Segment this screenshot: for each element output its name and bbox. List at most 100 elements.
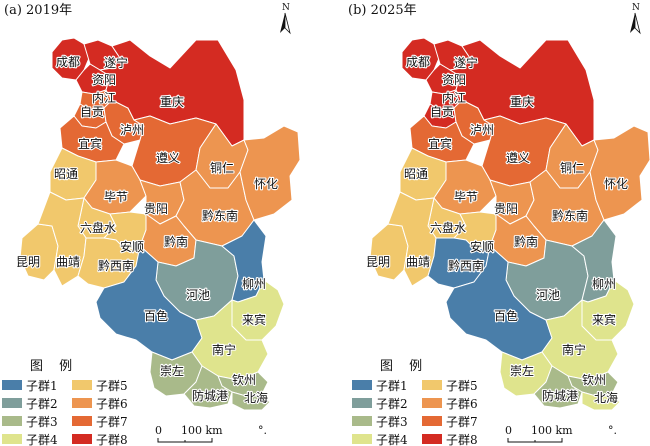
scale-bar: 0 100 km (155, 424, 223, 443)
legend-swatch-4 (352, 434, 372, 444)
region-label-beihai: 北海 (594, 390, 618, 405)
region-fangchenggang (533, 365, 583, 409)
region-label-qiandongnan: 黔东南 (552, 208, 588, 223)
region-label-qiannan: 黔南 (514, 234, 538, 249)
region-label-baise: 百色 (144, 309, 168, 323)
panel-title: (a) 2019年 (4, 3, 72, 18)
legend-label-7: 子群7 (96, 415, 128, 429)
legend-swatch-1 (352, 380, 372, 390)
region-kunming (19, 223, 59, 281)
region-label-nanning: 南宁 (562, 342, 586, 357)
north-arrow: N (280, 3, 291, 35)
region-label-hechi: 河池 (186, 288, 210, 302)
region-label-tongren: 铜仁 (210, 160, 234, 175)
region-label-guiyang: 贵阳 (144, 202, 168, 216)
region-label-huaihua: 怀化 (604, 177, 628, 191)
south-islands-mark: °. (608, 424, 617, 437)
region-label-liupanshui: 六盘水 (80, 220, 116, 235)
legend-label-1: 子群1 (26, 379, 58, 393)
region-label-qujing: 曲靖 (56, 255, 80, 269)
region-label-kunming: 昆明 (16, 255, 40, 269)
region-label-fangchenggang: 防城港 (542, 388, 578, 403)
scale-start: 0 (155, 424, 162, 437)
scale-bar: 0 100 km (505, 424, 573, 443)
scale-end: 100 km (531, 424, 573, 437)
region-label-yibin: 宜宾 (78, 136, 102, 151)
region-label-zigong: 自贡 (80, 105, 104, 119)
region-beihai (581, 391, 621, 411)
legend-label-2: 子群2 (376, 397, 408, 411)
legend-label-8: 子群8 (96, 433, 128, 446)
region-label-liupanshui: 六盘水 (430, 220, 466, 235)
legend-swatch-6 (72, 398, 92, 408)
region-layer (369, 37, 650, 411)
legend-label-7: 子群7 (446, 415, 478, 429)
region-layer (19, 37, 301, 411)
region-label-huaihua: 怀化 (254, 177, 278, 191)
scale-start: 0 (505, 424, 512, 437)
region-huaihua (589, 125, 650, 221)
region-label-qiannan: 黔南 (164, 234, 188, 249)
region-label-neijiang: 内江 (442, 91, 466, 105)
north-label: N (282, 3, 290, 13)
region-label-hechi: 河池 (536, 288, 560, 302)
region-label-nanning: 南宁 (212, 342, 236, 357)
legend-swatch-8 (72, 434, 92, 444)
region-chengdu (401, 37, 441, 81)
region-label-chongqing: 重庆 (510, 95, 534, 109)
region-label-laibin: 来宾 (592, 312, 616, 327)
region-label-zunyi: 遵义 (506, 150, 530, 165)
region-label-zhaotong: 昭通 (54, 167, 78, 181)
legend-label-1: 子群1 (376, 379, 408, 393)
region-label-suining: 遂宁 (104, 55, 128, 70)
legend-title: 图 例 (30, 359, 78, 374)
north-label: N (632, 3, 640, 13)
legend-label-4: 子群4 (376, 433, 408, 446)
region-label-zunyi: 遵义 (156, 150, 180, 165)
north-arrow: N (630, 3, 641, 35)
region-label-qinzhou: 钦州 (582, 373, 606, 387)
region-label-qiandongnan: 黔东南 (202, 208, 238, 223)
legend-swatch-3 (2, 416, 22, 426)
region-label-luzhou: 泸州 (120, 123, 144, 137)
region-label-chengdu: 成都 (406, 55, 430, 69)
region-label-anshun: 安顺 (120, 239, 144, 254)
region-label-tongren: 铜仁 (560, 160, 584, 175)
legend-swatch-5 (72, 380, 92, 390)
legend-swatch-7 (72, 416, 92, 426)
region-label-luzhou: 泸州 (470, 123, 494, 137)
legend-label-3: 子群3 (376, 415, 408, 429)
region-label-kunming: 昆明 (366, 255, 390, 269)
legend-label-5: 子群5 (446, 379, 478, 393)
legend-swatch-4 (2, 434, 22, 444)
region-label-chongzuo: 崇左 (160, 363, 184, 378)
region-label-anshun: 安顺 (470, 239, 494, 254)
region-label-laibin: 来宾 (242, 312, 266, 327)
legend-swatch-3 (352, 416, 372, 426)
region-label-chongqing: 重庆 (160, 95, 184, 109)
legend-label-6: 子群6 (96, 397, 128, 411)
region-beihai (231, 391, 271, 411)
region-label-beihai: 北海 (244, 390, 268, 405)
region-label-ziyang: 资阳 (442, 73, 466, 87)
legend-swatch-1 (2, 380, 22, 390)
region-chengdu (51, 37, 91, 81)
region-label-zigong: 自贡 (430, 105, 454, 119)
scale-end: 100 km (181, 424, 223, 437)
region-label-chengdu: 成都 (56, 55, 80, 69)
legend-label-5: 子群5 (96, 379, 128, 393)
region-label-baise: 百色 (494, 309, 518, 323)
region-fangchenggang (183, 365, 233, 409)
legend-title: 图 例 (380, 359, 428, 374)
region-label-neijiang: 内江 (92, 91, 116, 105)
region-label-bijie: 毕节 (104, 190, 128, 204)
legend-swatch-2 (2, 398, 22, 408)
region-label-liuzhou: 柳州 (242, 277, 266, 291)
